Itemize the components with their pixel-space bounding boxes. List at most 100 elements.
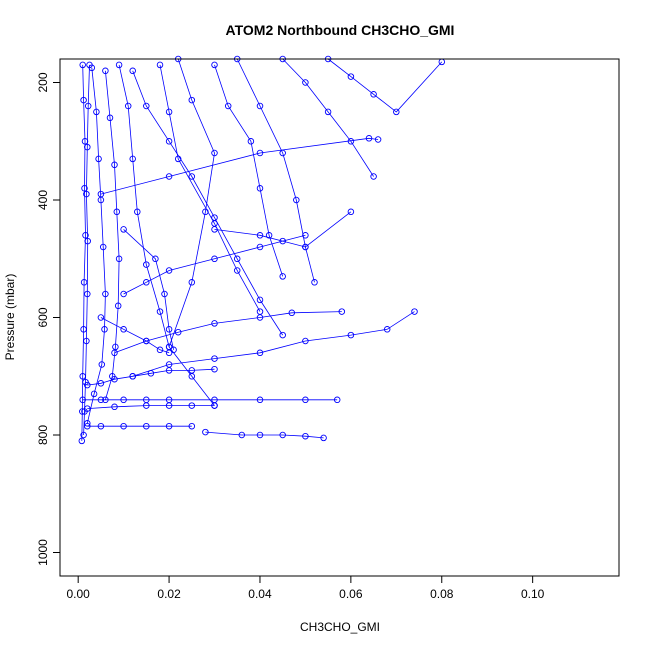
data-point <box>165 138 173 145</box>
data-point <box>302 232 309 239</box>
data-point <box>188 96 196 104</box>
series-14 <box>111 308 346 357</box>
data-point <box>102 290 109 298</box>
data-point <box>293 196 300 204</box>
series-8 <box>211 61 286 280</box>
series-6 <box>156 61 264 315</box>
data-point <box>79 408 86 415</box>
data-point <box>120 226 127 233</box>
x-tick-label: 0.10 <box>521 587 545 601</box>
data-point <box>99 243 107 251</box>
data-point <box>156 346 164 354</box>
series-line <box>87 405 215 409</box>
data-point <box>97 314 105 321</box>
data-point <box>256 185 264 192</box>
series-1 <box>80 61 93 439</box>
series-line <box>205 431 324 439</box>
data-point <box>129 67 136 75</box>
data-point <box>256 431 264 439</box>
series-line <box>105 70 120 400</box>
data-point <box>211 255 218 263</box>
series-2 <box>84 64 109 427</box>
data-point <box>80 96 87 104</box>
data-point <box>129 155 136 163</box>
data-point <box>93 108 100 116</box>
data-point <box>95 155 102 163</box>
y-tick-label: 600 <box>36 307 50 327</box>
series-17 <box>84 402 218 412</box>
x-tick-label: 0.08 <box>430 587 454 601</box>
data-point <box>188 367 196 374</box>
data-point <box>80 431 87 439</box>
data-point <box>165 367 173 374</box>
data-point <box>211 320 218 327</box>
data-point <box>84 405 91 412</box>
data-point <box>302 396 309 404</box>
y-tick-label: 800 <box>36 425 50 445</box>
data-point <box>383 326 391 333</box>
x-tick-label: 0.00 <box>66 587 90 601</box>
series-22 <box>120 226 177 354</box>
series-5 <box>129 67 286 339</box>
y-tick-label: 400 <box>36 190 50 210</box>
data-point <box>370 91 377 98</box>
data-point <box>97 190 105 198</box>
data-point <box>101 326 108 333</box>
data-point <box>84 237 91 245</box>
data-point <box>165 402 173 409</box>
series-line <box>83 64 90 436</box>
data-point <box>188 422 196 430</box>
data-point <box>256 349 264 357</box>
y-tick-label: 200 <box>36 72 50 92</box>
data-point <box>347 208 355 216</box>
data-point <box>211 149 218 157</box>
data-point <box>165 173 173 180</box>
series-19 <box>202 428 327 442</box>
series-13 <box>120 232 309 298</box>
data-point <box>80 279 88 286</box>
data-point <box>247 138 255 145</box>
data-point <box>256 314 264 321</box>
data-point <box>124 102 132 110</box>
data-point <box>90 390 98 398</box>
data-point <box>97 422 105 430</box>
data-point <box>174 155 182 163</box>
series-7 <box>165 55 218 351</box>
data-point <box>152 255 159 263</box>
data-point <box>161 290 168 298</box>
series-21 <box>97 314 173 357</box>
data-point <box>111 375 118 383</box>
data-point <box>211 402 218 409</box>
data-point <box>147 370 155 377</box>
series-line <box>123 234 306 295</box>
series-line <box>86 67 106 424</box>
series-line <box>132 311 415 377</box>
data-point <box>88 64 96 72</box>
data-point <box>202 208 209 216</box>
series-10 <box>279 55 377 180</box>
data-point <box>238 431 246 439</box>
data-point <box>347 73 355 80</box>
y-tick-label: 1000 <box>36 539 50 566</box>
data-point <box>120 396 127 404</box>
chart-title: ATOM2 Northbound CH3CHO_GMI <box>226 22 455 38</box>
data-point <box>111 403 118 411</box>
data-point <box>143 261 150 268</box>
data-point <box>134 208 141 216</box>
data-point <box>115 255 123 263</box>
data-point <box>256 243 264 251</box>
data-point <box>320 434 327 442</box>
data-point <box>302 79 309 86</box>
data-point <box>84 422 91 430</box>
data-point <box>211 355 218 362</box>
data-point <box>202 428 209 436</box>
series-line <box>87 368 215 386</box>
data-point <box>224 102 232 110</box>
data-point <box>114 302 122 310</box>
data-point <box>79 396 86 404</box>
data-point <box>279 431 286 439</box>
data-point <box>143 279 150 286</box>
data-point <box>211 365 218 373</box>
series-line <box>282 58 374 177</box>
data-point <box>347 331 355 339</box>
